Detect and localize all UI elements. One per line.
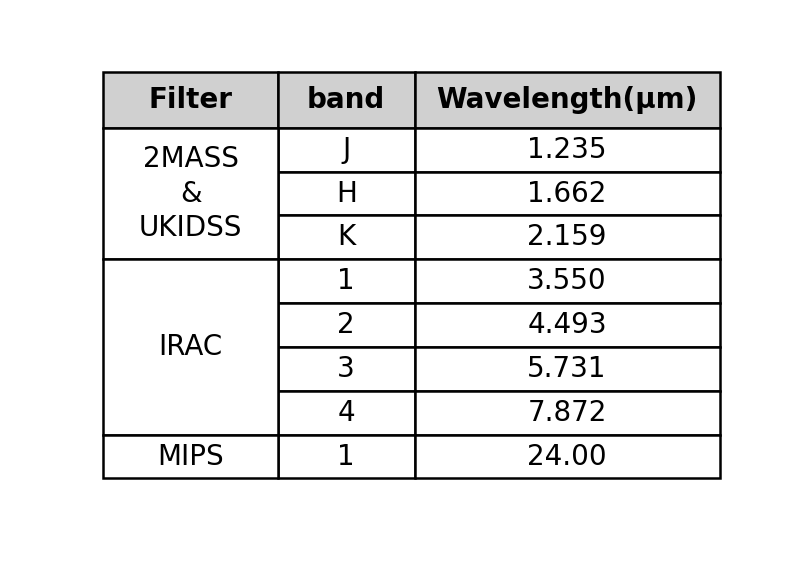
Bar (414, 128, 719, 172)
Text: MIPS: MIPS (157, 442, 224, 471)
Bar (277, 435, 414, 479)
Bar (414, 215, 719, 259)
Bar (277, 128, 414, 172)
Bar (277, 215, 414, 259)
Bar (277, 259, 414, 303)
Text: 3.550: 3.550 (527, 267, 606, 295)
Text: 2: 2 (337, 311, 354, 339)
Text: 2MASS
&
UKIDSS: 2MASS & UKIDSS (139, 145, 242, 242)
Bar (277, 303, 414, 347)
Text: 24.00: 24.00 (527, 442, 606, 471)
Text: 3: 3 (337, 355, 354, 383)
Text: 1.662: 1.662 (527, 180, 606, 208)
Text: 2.159: 2.159 (527, 223, 606, 251)
Bar (277, 347, 414, 391)
Text: J: J (342, 136, 350, 164)
Text: 7.872: 7.872 (527, 399, 606, 427)
Bar (414, 73, 719, 128)
Bar (103, 259, 277, 435)
Bar (414, 347, 719, 391)
Bar (414, 259, 719, 303)
Text: K: K (337, 223, 354, 251)
Text: 1: 1 (337, 267, 354, 295)
Bar (414, 303, 719, 347)
Bar (414, 172, 719, 215)
Text: 5.731: 5.731 (527, 355, 606, 383)
Text: band: band (306, 86, 385, 114)
Text: IRAC: IRAC (158, 333, 222, 361)
Bar (414, 391, 719, 435)
Bar (277, 172, 414, 215)
Text: 4.493: 4.493 (527, 311, 606, 339)
Bar (277, 391, 414, 435)
Bar (103, 128, 277, 259)
Text: 1.235: 1.235 (527, 136, 606, 164)
Text: H: H (335, 180, 356, 208)
Bar (277, 73, 414, 128)
Text: Filter: Filter (148, 86, 233, 114)
Text: Wavelength(μm): Wavelength(μm) (436, 86, 697, 114)
Bar (414, 435, 719, 479)
Bar (103, 435, 277, 479)
Text: 4: 4 (337, 399, 354, 427)
Text: 1: 1 (337, 442, 354, 471)
Bar (103, 73, 277, 128)
